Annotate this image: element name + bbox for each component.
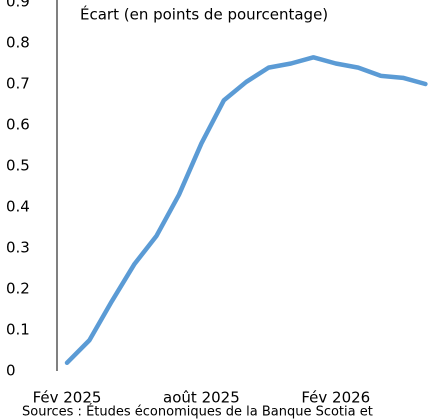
y-tick-label: 0.5 [6,157,30,175]
x-tick-label: Fév 2026 [301,389,370,407]
y-tick-label: 0.1 [6,321,30,339]
x-tick-label: août 2025 [163,389,240,407]
x-tick-label: Fév 2025 [33,389,102,407]
y-tick-label: 0.3 [6,239,30,257]
y-tick-label: 0.8 [6,34,30,52]
source-note: Sources : Études économiques de la Banqu… [22,404,373,420]
y-tick-label: 0 [6,362,16,380]
y-tick-label: 0.7 [6,75,30,93]
y-tick-label: 0.2 [6,280,30,298]
y-tick-label: 0.4 [6,198,30,216]
chart-title: Écart (en points de pourcentage) [80,5,328,24]
y-tick-label: 0.6 [6,116,30,134]
y-tick-label: 0.9 [6,0,30,11]
data-line [64,55,428,366]
